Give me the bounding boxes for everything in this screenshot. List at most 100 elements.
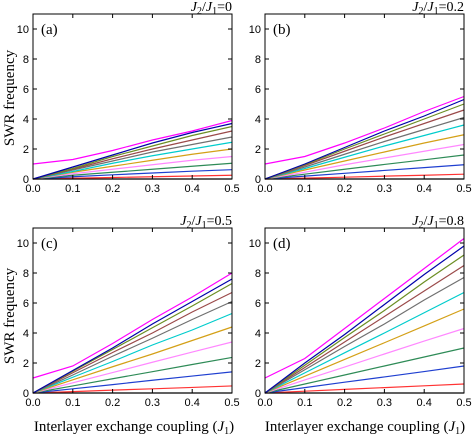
panel-c: 0.0 0.1 0.2 0.3 0.4 0.5 0 2 4 6 8 10 (c) J2/J1=0.5 — [17, 214, 240, 409]
ratio-annotation: J2/J1=0.8 — [412, 214, 464, 231]
plot-frame — [32, 227, 233, 394]
series-line-9 — [264, 164, 465, 180]
x-axis-label-left: Interlayer exchange coupling (J1) — [34, 419, 234, 436]
series-line-10 — [32, 385, 233, 394]
series-line-4 — [32, 300, 233, 394]
y-tick-label: 4 — [23, 114, 29, 126]
series-line-1 — [32, 278, 233, 394]
y-tick-label: 6 — [23, 84, 29, 96]
series-line-3 — [264, 264, 465, 394]
y-tick-label: 8 — [255, 268, 261, 280]
ratio-annotation: J2/J1=0 — [191, 0, 232, 17]
x-axis-label-right: Interlayer exchange coupling (J1) — [265, 419, 465, 436]
series-line-6 — [264, 134, 465, 180]
y-tick-label: 2 — [23, 144, 29, 156]
series-line-3 — [32, 130, 233, 180]
x-tick-label: 0.4 — [185, 397, 200, 409]
panel-label: (b) — [273, 22, 291, 38]
y-tick-label: 0 — [23, 174, 29, 186]
x-tick-label: 0.3 — [145, 397, 160, 409]
series-line-5 — [32, 141, 233, 180]
y-tick-label: 4 — [255, 114, 261, 126]
x-axis-label-close: ) — [229, 419, 234, 435]
x-axis-label-symbol: J — [449, 419, 457, 435]
x-tick-label: 0.1 — [65, 397, 80, 409]
y-tick-label: 10 — [249, 238, 261, 250]
series-line-5 — [264, 124, 465, 180]
y-tick-label: 8 — [23, 54, 29, 66]
x-axis-label-sub: 1 — [224, 426, 229, 436]
x-tick-label: 0.4 — [417, 183, 432, 195]
panel-a: 0.0 0.1 0.2 0.3 0.4 0.5 0 2 4 6 8 10 (a) J2/J1=0 — [17, 0, 240, 195]
x-tick-label: 0.3 — [145, 183, 160, 195]
series-line-1 — [264, 98, 465, 180]
series-line-10 — [264, 383, 465, 394]
series-line-4 — [264, 116, 465, 180]
plot-frame — [32, 13, 233, 180]
y-tick-label: 8 — [255, 54, 261, 66]
panel-d: 0.0 0.1 0.2 0.3 0.4 0.5 0 2 4 6 8 10 (d) J2/J1=0.8 — [249, 214, 472, 409]
y-tick-label: 2 — [23, 358, 29, 370]
series-line-7 — [32, 341, 233, 394]
series-line-2 — [32, 125, 233, 180]
series-line-6 — [32, 326, 233, 394]
x-tick-label: 0.1 — [297, 183, 312, 195]
ratio-annotation: J2/J1=0.2 — [412, 0, 464, 17]
series-line-8 — [264, 347, 465, 394]
x-axis-label-text: Interlayer exchange coupling ( — [34, 419, 218, 435]
x-tick-label: 0.4 — [417, 397, 432, 409]
x-axis-label-text: Interlayer exchange coupling ( — [265, 419, 449, 435]
series-line-3 — [32, 291, 233, 394]
y-tick-label: 0 — [255, 174, 261, 186]
x-axis-label-sub: 1 — [455, 426, 460, 436]
x-tick-label: 0.0 — [25, 397, 40, 409]
series-line-0 — [264, 238, 465, 379]
x-tick-label: 0.1 — [65, 183, 80, 195]
x-tick-label: 0.5 — [456, 183, 471, 195]
series-line-4 — [32, 136, 233, 180]
series-line-10 — [264, 173, 465, 180]
x-axis-label-close: ) — [460, 419, 465, 435]
series-line-9 — [32, 169, 233, 180]
x-tick-label: 0.5 — [224, 183, 239, 195]
series-line-8 — [32, 356, 233, 394]
y-tick-label: 6 — [255, 84, 261, 96]
series-line-5 — [264, 291, 465, 394]
x-tick-label: 0.5 — [456, 397, 471, 409]
y-axis-label-top: SWR frequency — [2, 49, 18, 146]
y-tick-label: 0 — [255, 388, 261, 400]
series-line-0 — [264, 95, 465, 165]
series-line-7 — [264, 143, 465, 180]
series-line-10 — [32, 174, 233, 180]
panel-label: (a) — [41, 22, 58, 38]
series-line-7 — [32, 155, 233, 180]
plot-frame — [264, 227, 465, 394]
series-line-5 — [32, 312, 233, 394]
x-tick-label: 0.3 — [377, 397, 392, 409]
series-line-0 — [32, 272, 233, 379]
x-tick-label: 0.2 — [105, 183, 120, 195]
y-tick-label: 0 — [23, 388, 29, 400]
series-line-1 — [264, 245, 465, 394]
x-tick-label: 0.5 — [224, 397, 239, 409]
ratio-annotation: J2/J1=0.5 — [180, 214, 232, 231]
series-line-6 — [32, 148, 233, 180]
series-line-9 — [264, 365, 465, 394]
series-line-1 — [32, 122, 233, 180]
y-tick-label: 10 — [17, 24, 29, 36]
y-tick-label: 2 — [255, 144, 261, 156]
y-axis-label-bottom: SWR frequency — [2, 267, 18, 364]
plot-frame — [264, 13, 465, 180]
series-line-2 — [264, 254, 465, 394]
x-tick-label: 0.2 — [105, 397, 120, 409]
y-tick-label: 8 — [23, 268, 29, 280]
series-line-0 — [32, 119, 233, 165]
panel-label: (c) — [41, 236, 58, 252]
x-tick-label: 0.4 — [185, 183, 200, 195]
x-tick-label: 0.2 — [337, 397, 352, 409]
series-line-8 — [264, 154, 465, 180]
x-axis-label-symbol: J — [218, 419, 226, 435]
y-tick-label: 4 — [23, 328, 29, 340]
y-tick-label: 2 — [255, 358, 261, 370]
